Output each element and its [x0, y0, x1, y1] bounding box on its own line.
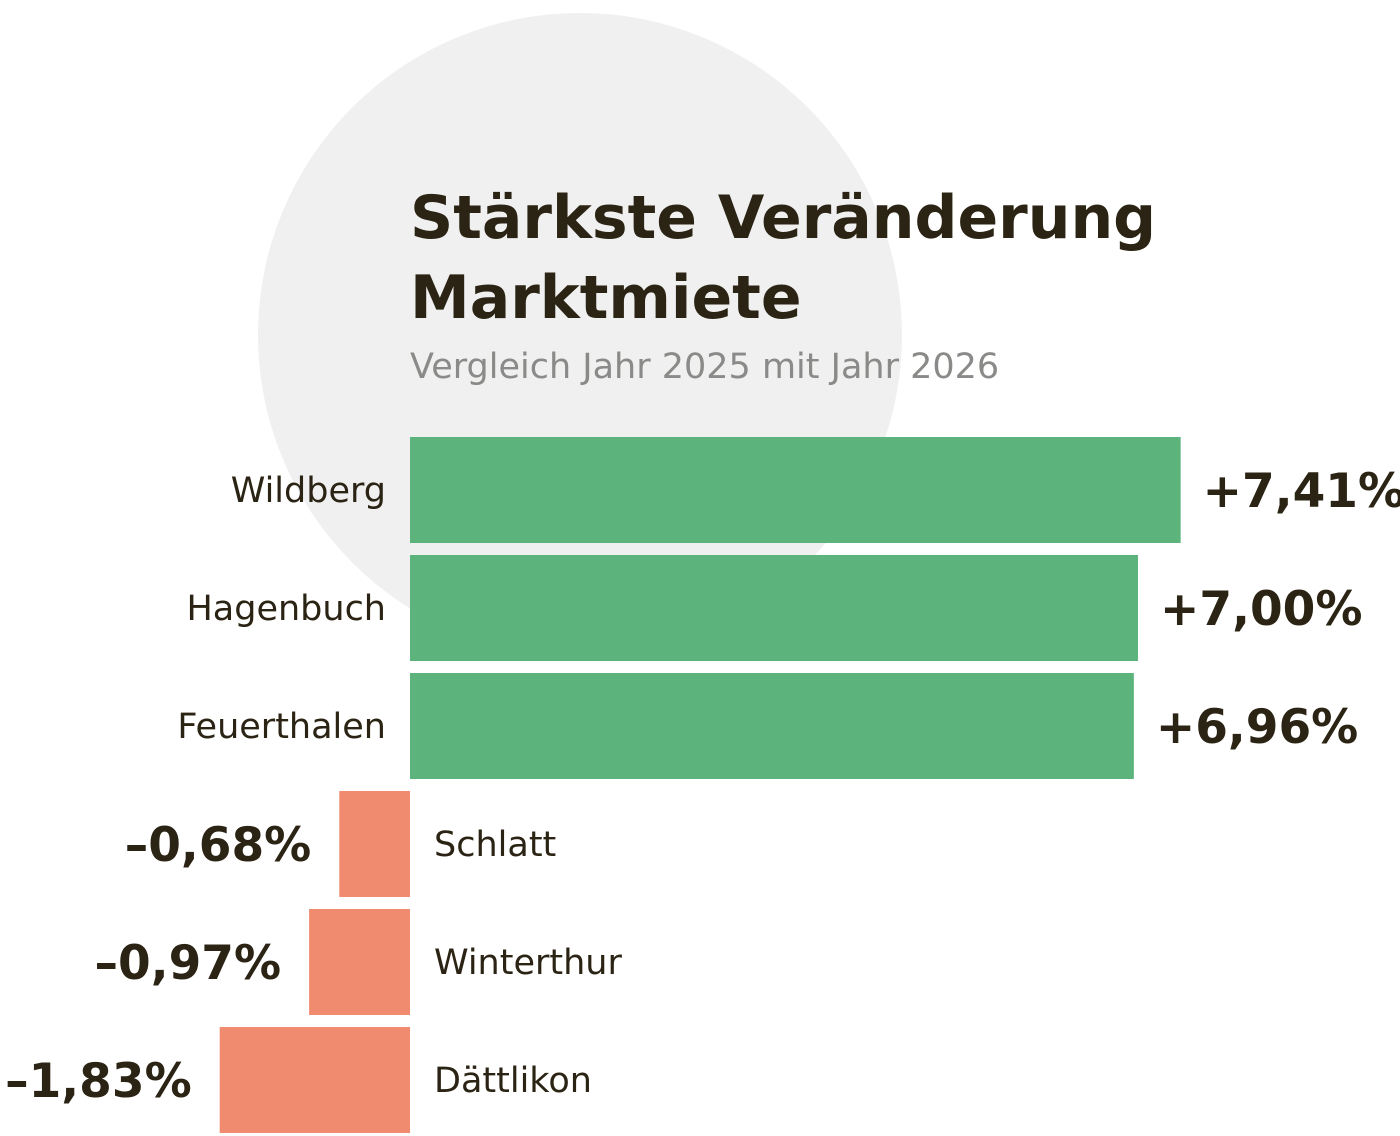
value-label: +7,41% [1203, 464, 1400, 519]
bar-schlatt [339, 791, 410, 897]
bars-group: Wildberg +7,41% Hagenbuch +7,00% Feuerthalen… [5, 437, 1400, 1133]
bar-wildberg [410, 437, 1181, 543]
value-label: –1,83% [5, 1054, 192, 1109]
value-label: +6,96% [1156, 700, 1358, 755]
chart-title-line-1: Stärkste Veränderung [410, 183, 1156, 253]
category-label: Winterthur [434, 943, 622, 983]
value-label: +7,00% [1160, 582, 1362, 637]
bar-dättlikon [219, 1027, 410, 1133]
bar-winterthur [309, 909, 410, 1015]
category-label: Hagenbuch [186, 589, 386, 629]
value-label: –0,68% [125, 818, 312, 873]
bar-feuerthalen [410, 673, 1134, 779]
bar-hagenbuch [410, 555, 1138, 661]
category-label: Schlatt [434, 825, 556, 865]
category-label: Feuerthalen [177, 707, 386, 747]
category-label: Dättlikon [434, 1061, 592, 1101]
value-label: –0,97% [95, 936, 282, 991]
chart-subtitle: Vergleich Jahr 2025 mit Jahr 2026 [410, 347, 999, 387]
category-label: Wildberg [231, 471, 386, 511]
chart-title-line-2: Marktmiete [410, 263, 802, 333]
